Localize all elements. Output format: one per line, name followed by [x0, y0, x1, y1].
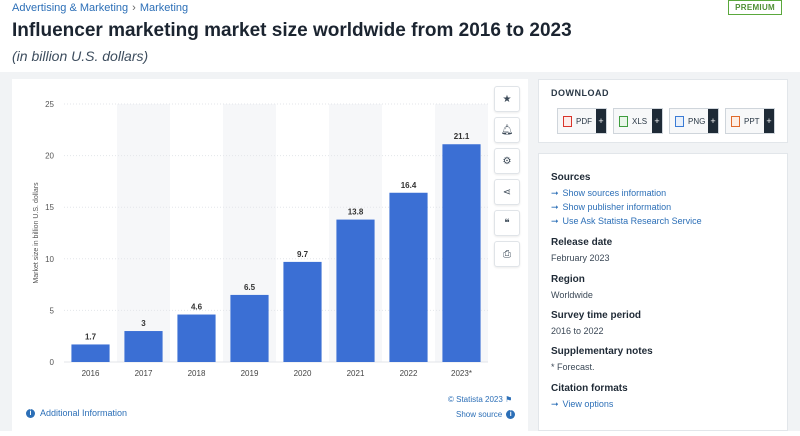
ppt-file-icon: [731, 115, 740, 127]
copyright-link[interactable]: © Statista 2023 ⚑: [448, 395, 512, 404]
download-png-button[interactable]: PNG +: [669, 108, 719, 134]
download-xls-label: XLS: [632, 116, 648, 126]
survey-period-heading: Survey time period: [551, 310, 642, 321]
additional-information-link[interactable]: i Additional Information: [26, 408, 127, 418]
y-tick-label: 25: [45, 100, 54, 109]
page-subtitle: (in billion U.S. dollars): [12, 48, 149, 64]
show-publisher-label: Show publisher information: [562, 202, 672, 212]
share-icon[interactable]: ⋖: [494, 179, 520, 205]
x-tick-label: 2023*: [451, 369, 472, 378]
additional-information-label: Additional Information: [40, 408, 128, 418]
x-tick-label: 2021: [347, 369, 365, 378]
bar: [230, 294, 269, 362]
star-icon[interactable]: ★: [494, 86, 520, 112]
arrow-right-icon: ➞: [551, 188, 559, 198]
plus-icon: +: [652, 109, 662, 133]
download-title: DOWNLOAD: [551, 88, 609, 98]
plus-icon: +: [596, 109, 606, 133]
premium-badge[interactable]: PREMIUM: [728, 0, 782, 15]
bar: [124, 331, 163, 362]
data-label: 21.1: [454, 132, 470, 141]
survey-period-value: 2016 to 2022: [551, 326, 604, 336]
pdf-file-icon: [563, 115, 572, 127]
xls-file-icon: [619, 115, 628, 127]
breadcrumb-separator: ›: [132, 2, 136, 14]
plus-icon: +: [708, 109, 718, 133]
download-ppt-label: PPT: [744, 116, 760, 126]
plus-icon: +: [764, 109, 774, 133]
release-date-heading: Release date: [551, 237, 613, 248]
citation-formats-heading: Citation formats: [551, 383, 628, 394]
data-label: 13.8: [348, 208, 364, 217]
statistic-details-card: Sources ➞ Show sources information ➞ Show …: [538, 153, 788, 431]
bar: [177, 314, 216, 362]
bell-icon[interactable]: 🔔︎: [494, 117, 520, 143]
arrow-right-icon: ➞: [551, 216, 559, 226]
bar: [283, 261, 322, 362]
arrow-right-icon: ➞: [551, 202, 559, 212]
y-tick-label: 15: [45, 203, 54, 212]
y-tick-label: 10: [45, 255, 54, 264]
gear-icon[interactable]: ⚙: [494, 148, 520, 174]
print-icon[interactable]: ⎙: [494, 241, 520, 267]
x-tick-label: 2018: [188, 369, 206, 378]
supplementary-notes-value: * Forecast.: [551, 362, 595, 372]
info-icon: i: [506, 410, 516, 419]
download-card: DOWNLOAD PDF + XLS + PNG + PPT +: [538, 79, 788, 143]
png-file-icon: [675, 115, 684, 127]
ask-statista-label: Use Ask Statista Research Service: [562, 216, 702, 226]
x-tick-label: 2016: [82, 369, 100, 378]
page-title: Influencer marketing market size worldwi…: [12, 20, 572, 41]
download-pdf-label: PDF: [576, 116, 592, 126]
flag-icon: ⚑: [505, 395, 513, 404]
show-publisher-link[interactable]: ➞ Show publisher information: [551, 202, 671, 213]
data-label: 1.7: [85, 332, 97, 341]
release-date-value: February 2023: [551, 253, 610, 263]
breadcrumb-item-marketing[interactable]: Marketing: [139, 2, 189, 14]
data-label: 9.7: [297, 250, 309, 259]
download-pdf-button[interactable]: PDF +: [557, 108, 607, 134]
ask-statista-link[interactable]: ➞ Use Ask Statista Research Service: [551, 216, 702, 227]
show-source-link[interactable]: Show source i: [456, 410, 516, 419]
bar: [71, 344, 110, 362]
download-png-label: PNG: [688, 116, 706, 126]
copyright-label: © Statista 2023: [448, 395, 503, 404]
y-axis-label: Market size in billion U.S. dollars: [33, 182, 40, 284]
show-sources-label: Show sources information: [562, 188, 667, 198]
chart-card: 0 5 10 15 20 25 Market size in billion U.S. do…: [12, 79, 528, 431]
x-tick-label: 2019: [241, 369, 259, 378]
data-label: 3: [141, 319, 146, 328]
x-tick-label: 2020: [294, 369, 312, 378]
supplementary-notes-heading: Supplementary notes: [551, 346, 653, 357]
quote-icon[interactable]: ❝: [494, 210, 520, 236]
x-tick-label: 2022: [400, 369, 418, 378]
x-tick-label: 2017: [135, 369, 153, 378]
data-label: 16.4: [401, 181, 417, 190]
y-tick-label: 5: [50, 306, 55, 315]
region-heading: Region: [551, 274, 585, 285]
region-value: Worldwide: [551, 290, 593, 300]
bar: [389, 192, 428, 362]
info-icon: i: [26, 408, 35, 418]
bar-chart: 0 5 10 15 20 25 Market size in billion U.S. do…: [33, 100, 488, 378]
breadcrumb-item-advertising[interactable]: Advertising & Marketing: [12, 2, 129, 14]
download-ppt-button[interactable]: PPT +: [725, 108, 775, 134]
band-shade: [117, 104, 170, 362]
view-options-link[interactable]: ➞ View options: [551, 399, 613, 410]
breadcrumb: Advertising & Marketing › Marketing: [12, 2, 188, 14]
data-label: 6.5: [244, 283, 256, 292]
data-label: 4.6: [191, 303, 203, 312]
arrow-right-icon: ➞: [551, 399, 559, 409]
chart-toolbar: ★ 🔔︎ ⚙ ⋖ ❝ ⎙: [494, 86, 522, 272]
y-tick-label: 20: [45, 152, 54, 161]
y-tick-label: 0: [50, 358, 55, 367]
bar: [442, 144, 481, 362]
bar: [336, 219, 375, 362]
view-options-label: View options: [562, 399, 614, 409]
show-sources-link[interactable]: ➞ Show sources information: [551, 188, 666, 199]
show-source-label: Show source: [456, 410, 503, 419]
sources-heading: Sources: [551, 172, 591, 183]
download-xls-button[interactable]: XLS +: [613, 108, 663, 134]
